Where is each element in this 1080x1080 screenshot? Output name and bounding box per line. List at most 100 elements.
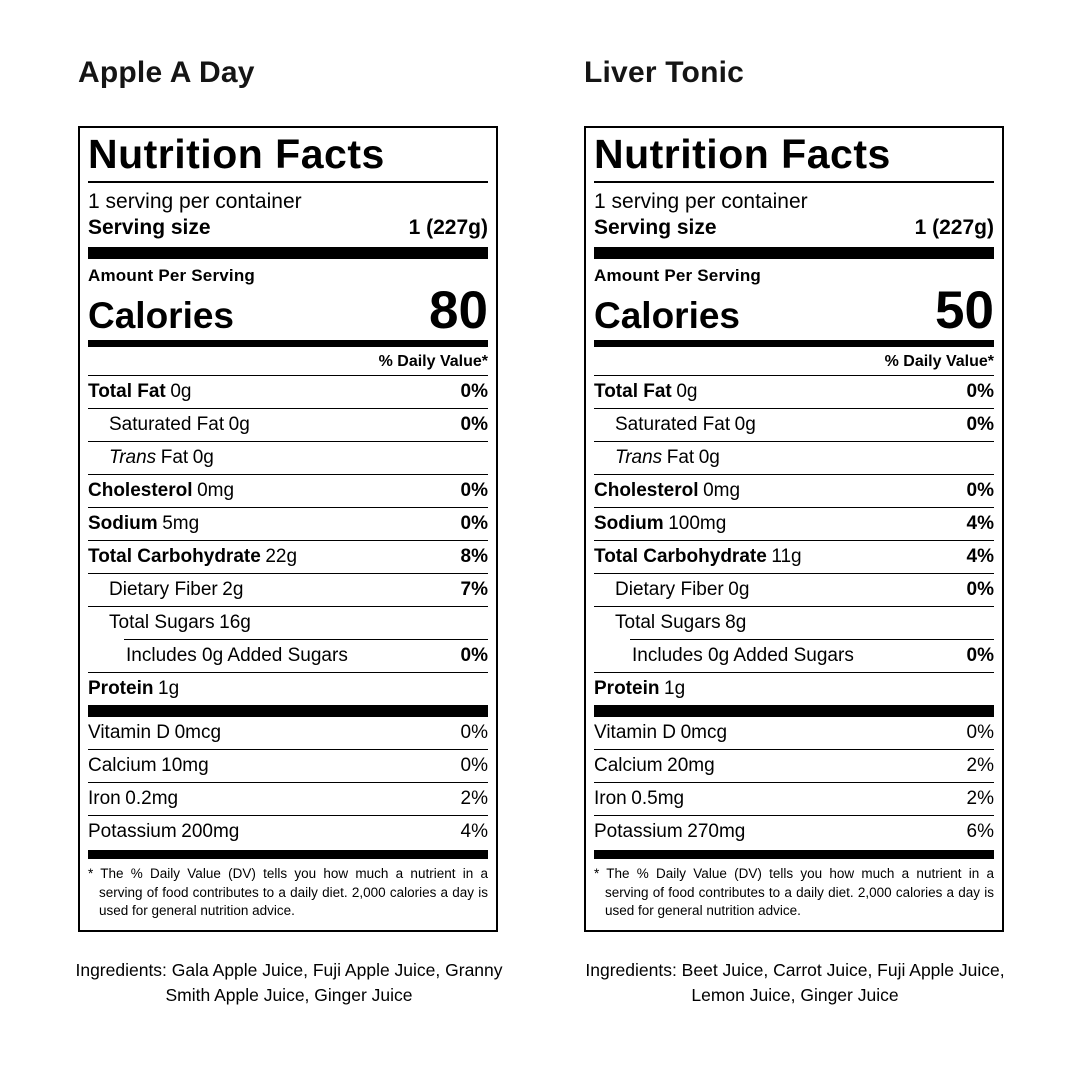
nutrient-row: Trans Fat 0g: [594, 442, 994, 475]
daily-value-percent: 0%: [966, 579, 994, 600]
vitamin-name-text: Potassium: [594, 821, 683, 843]
servings-per-container: 1 serving per container: [594, 189, 808, 213]
nutrient-name: Includes 0g Added Sugars: [632, 645, 854, 667]
nutrient-name-text: Sodium: [594, 512, 664, 534]
nutrient-name-text: Total Fat: [88, 380, 166, 402]
daily-value-percent: 8%: [460, 545, 488, 567]
nutrient-name: Sodium 5mg: [88, 513, 199, 535]
calories-label: Calories: [88, 294, 235, 336]
nutrient-amount: 0g: [676, 380, 698, 402]
nutrient-name-text: Sodium: [88, 512, 158, 534]
nutrient-name-italic-prefix: Trans: [109, 446, 157, 468]
serving-size-row: Serving size 1 (227g): [594, 214, 994, 247]
vitamin-name: Potassium 270mg: [594, 821, 745, 843]
nutrient-name-text: Fat: [160, 446, 189, 468]
nutrient-amount: 8g: [725, 612, 747, 634]
nutrient-name-text: Includes 0g Added Sugars: [632, 645, 854, 667]
daily-value-header: % Daily Value*: [594, 347, 994, 376]
vitamin-row: Calcium 10mg 0%: [88, 750, 488, 784]
calories-label: Calories: [594, 294, 741, 336]
vitamin-name: Iron 0.2mg: [88, 788, 178, 810]
servings-per-container: 1 serving per container: [88, 189, 302, 213]
serving-size-row: Serving size 1 (227g): [88, 214, 488, 247]
vitamin-rows: Vitamin D 0mcg 0% Calcium 20mg 2% Iron 0.5mg 2…: [594, 717, 994, 848]
vitamin-amount: 0mcg: [174, 722, 222, 744]
nutrient-amount: 0g: [170, 380, 192, 402]
vitamin-name: Calcium 10mg: [88, 755, 209, 777]
nutrient-amount: 0g: [734, 413, 756, 435]
ingredients-text: Ingredients: Beet Juice, Carrot Juice, F…: [585, 960, 1005, 1005]
vitamin-amount: 20mg: [667, 755, 715, 777]
nutrient-row: Includes 0g Added Sugars 0%: [594, 640, 994, 674]
nutrient-row: Total Fat 0g 0%: [594, 376, 994, 409]
nutrient-name-text: Total Sugars: [109, 612, 215, 634]
nutrient-name-text: Total Carbohydrate: [88, 545, 261, 567]
daily-value-percent: 4%: [966, 545, 994, 567]
vitamin-name-text: Vitamin D: [88, 722, 171, 744]
nutrient-rows: Total Fat 0g 0% Saturated Fat 0g 0% Trans Fat…: [594, 376, 994, 705]
nutrient-name: Total Fat 0g: [594, 381, 697, 403]
nutrient-amount: 1g: [158, 678, 180, 700]
nutrient-name-text: Fat: [666, 446, 695, 468]
nutrient-row: Total Carbohydrate 22g 8%: [88, 541, 488, 574]
vitamin-row: Potassium 270mg 6%: [594, 816, 994, 848]
vitamin-name-text: Potassium: [88, 821, 177, 843]
nutrient-name-text: Dietary Fiber: [109, 579, 218, 600]
daily-value-percent: 0%: [966, 645, 994, 667]
daily-value-percent: 0%: [966, 413, 994, 435]
vitamin-daily-value-percent: 2%: [966, 788, 994, 810]
thick-divider-bar: [88, 246, 488, 259]
nutrient-row: Saturated Fat 0g 0%: [594, 409, 994, 442]
nutrient-amount: 11g: [771, 545, 802, 567]
footnote-divider-bar: [88, 850, 488, 860]
nutrient-name-italic-prefix: Trans: [615, 446, 663, 468]
vitamin-daily-value-percent: 2%: [966, 755, 994, 777]
nutrition-facts-heading: Nutrition Facts: [88, 133, 488, 183]
vitamin-name: Potassium 200mg: [88, 821, 239, 843]
daily-value-percent: 0%: [460, 380, 488, 402]
daily-value-percent: 0%: [460, 512, 488, 534]
product-title: Liver Tonic: [584, 56, 745, 89]
nutrient-row: Total Sugars 16g: [88, 607, 488, 639]
vitamin-amount: 0.2mg: [125, 788, 179, 810]
calories-row: Calories 80: [88, 284, 488, 337]
nutrition-panel: Apple A Day Nutrition Facts 1 serving pe…: [75, 56, 502, 1080]
serving-size-label: Serving size: [88, 215, 211, 239]
thick-divider-bar: [594, 246, 994, 259]
vitamin-daily-value-percent: 2%: [460, 788, 488, 810]
vitamin-name-text: Iron: [594, 788, 627, 810]
thick-divider-bar: [594, 705, 994, 718]
nutrient-row: Dietary Fiber 2g 7%: [88, 574, 488, 608]
amount-per-serving-label: Amount Per Serving: [88, 265, 256, 285]
nutrient-amount: 2g: [222, 579, 244, 600]
nutrient-name: Includes 0g Added Sugars: [126, 645, 348, 667]
nutrient-row: Total Fat 0g 0%: [88, 376, 488, 409]
nutrient-amount: 0g: [228, 413, 250, 435]
vitamin-name: Vitamin D 0mcg: [88, 722, 221, 744]
nutrient-name-text: Protein: [88, 678, 154, 700]
footnote-text: * The % Daily Value (DV) tells you how m…: [88, 866, 488, 918]
vitamin-name-text: Calcium: [594, 755, 663, 777]
nutrient-amount: 0mg: [197, 479, 235, 501]
nutrient-name-text: Saturated Fat: [615, 413, 731, 435]
nutrient-name-text: Cholesterol: [88, 479, 193, 501]
vitamin-daily-value-percent: 0%: [460, 722, 488, 744]
calories-row: Calories 50: [594, 284, 994, 337]
nutrition-panel: Liver Tonic Nutrition Facts 1 serving pe…: [584, 56, 1006, 1080]
nutrient-name: Trans Fat 0g: [109, 447, 214, 469]
nutrient-name: Trans Fat 0g: [615, 447, 720, 469]
nutrient-name: Total Carbohydrate 22g: [88, 546, 297, 568]
vitamin-name-text: Vitamin D: [594, 722, 677, 744]
nutrient-name-text: Total Fat: [594, 380, 672, 402]
vitamin-daily-value-percent: 6%: [966, 821, 994, 843]
medium-divider-bar: [594, 339, 994, 347]
nutrition-facts-label: Nutrition Facts 1 serving per container …: [584, 126, 1004, 933]
nutrient-row: Cholesterol 0mg 0%: [88, 475, 488, 508]
calories-value: 50: [935, 280, 994, 340]
vitamin-name: Calcium 20mg: [594, 755, 715, 777]
nutrient-row: Includes 0g Added Sugars 0%: [88, 640, 488, 674]
nutrition-facts-label: Nutrition Facts 1 serving per container …: [78, 126, 498, 933]
vitamin-daily-value-percent: 0%: [966, 722, 994, 744]
nutrient-name-text: Saturated Fat: [109, 413, 225, 435]
